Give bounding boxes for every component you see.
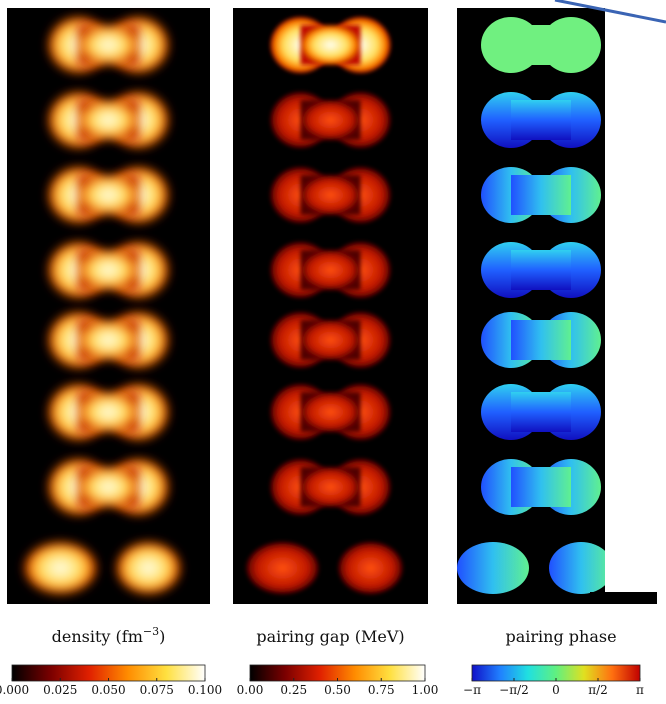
colorbar-tick-label: 0.00	[237, 683, 264, 697]
neck	[511, 100, 571, 140]
neck	[300, 175, 361, 215]
neck	[300, 250, 361, 290]
fragment	[24, 542, 97, 594]
fragment	[48, 459, 169, 515]
colorbar-tick-label: 0.75	[368, 683, 395, 697]
neck	[511, 320, 571, 360]
fragment	[481, 17, 601, 73]
fragment	[338, 542, 403, 594]
panel-label: pairing gap (MeV)	[256, 627, 404, 646]
fragment	[48, 92, 169, 148]
fragment	[48, 312, 169, 368]
colorbar-tick-label: −π	[463, 683, 481, 697]
fragment	[481, 312, 601, 368]
colorbar-tick-label: 0.000	[0, 683, 29, 697]
fragment	[549, 542, 613, 594]
neck	[511, 250, 571, 290]
label-part: )	[159, 627, 165, 646]
fragment	[481, 459, 601, 515]
colorbar-tick-label: 1.00	[412, 683, 439, 697]
cover	[605, 0, 666, 592]
neck	[511, 392, 571, 432]
panel-label: pairing phase	[505, 627, 616, 646]
accent-line	[554, 0, 666, 24]
colorbar-tick-label: −π/2	[499, 683, 529, 697]
fragment	[270, 384, 391, 440]
black-strip	[590, 592, 657, 604]
fragment	[48, 167, 169, 223]
panels: density (fm−3)0.0000.0250.0500.0750.100p…	[0, 8, 644, 697]
fragment	[270, 167, 391, 223]
neck	[511, 25, 571, 65]
panel-image	[233, 8, 428, 604]
neck	[300, 100, 361, 140]
fragment	[48, 384, 169, 440]
neck	[300, 467, 361, 507]
colorbar-tick-label: 0.050	[91, 683, 125, 697]
fragment	[48, 242, 169, 298]
label-part: −3	[143, 625, 159, 638]
fragment	[481, 384, 601, 440]
neck	[511, 175, 571, 215]
colorbar-tick-label: π	[636, 683, 644, 697]
label-part: pairing phase	[505, 627, 616, 646]
fragment	[48, 17, 169, 73]
neck	[511, 467, 571, 507]
colorbar-tick-label: 0.025	[43, 683, 77, 697]
neck	[300, 25, 361, 65]
neck	[300, 392, 361, 432]
colorbar-tick-label: 0.100	[188, 683, 222, 697]
fragment	[457, 542, 529, 594]
panel-label: density (fm−3)	[52, 625, 166, 646]
label-part: pairing gap (MeV)	[256, 627, 404, 646]
panel-image	[7, 8, 210, 604]
colorbar-tick-label: π/2	[588, 683, 608, 697]
colorbar-tick-label: 0.25	[280, 683, 307, 697]
fragment	[246, 542, 319, 594]
colorbar-tick-label: 0.50	[324, 683, 351, 697]
fragment	[270, 459, 391, 515]
label-part: density (fm	[52, 627, 143, 646]
fragment	[270, 92, 391, 148]
fragment	[481, 242, 601, 298]
neck	[300, 320, 361, 360]
colorbar-tick-label: 0	[552, 683, 560, 697]
fragment	[116, 542, 181, 594]
fragment	[270, 312, 391, 368]
colorbar-tick-label: 0.075	[140, 683, 174, 697]
fragment	[270, 242, 391, 298]
fragment	[270, 17, 391, 73]
fragment	[481, 167, 601, 223]
fragment	[481, 92, 601, 148]
